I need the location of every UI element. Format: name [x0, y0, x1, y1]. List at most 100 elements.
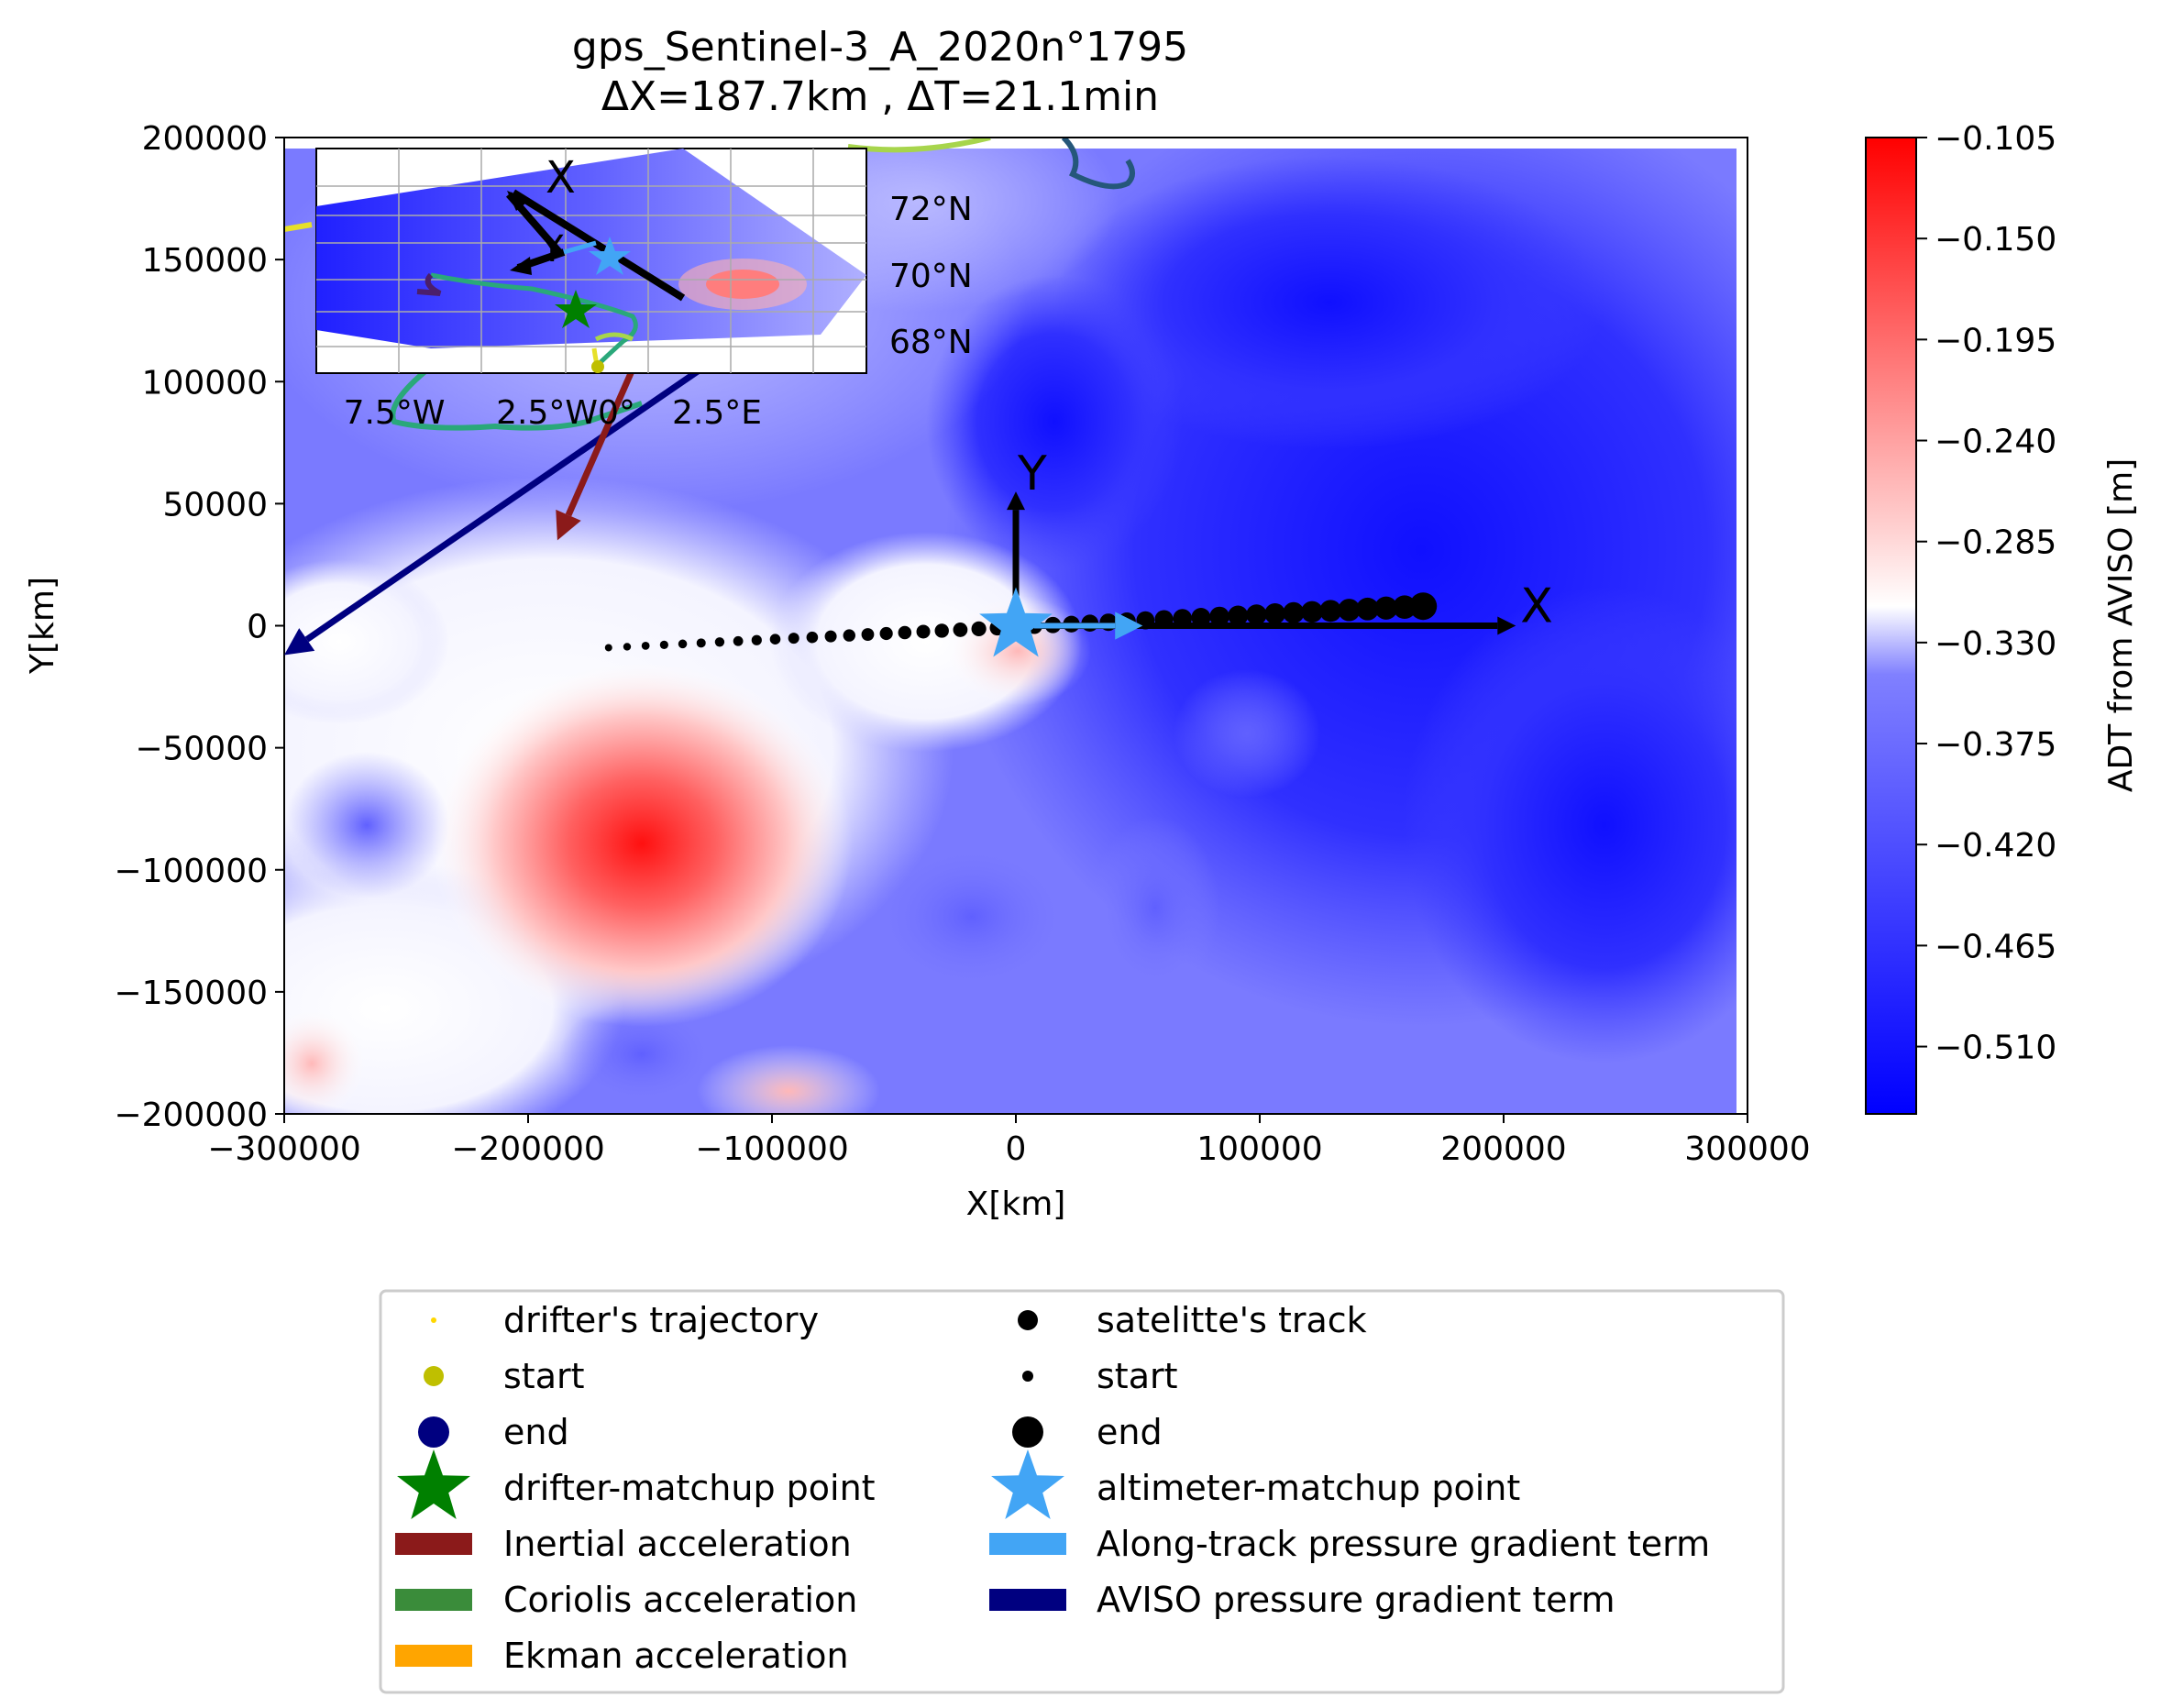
chart-title: gps_Sentinel-3_A_2020n°1795 [571, 24, 1189, 71]
satellite-track-point [1374, 596, 1398, 620]
x-tick-label: 300000 [1684, 1130, 1810, 1168]
legend-label: start [503, 1356, 585, 1396]
inset-drifter-star [555, 290, 597, 328]
legend-entry: drifter-matchup point [397, 1449, 876, 1519]
inset-lat-label-68: 68°N [889, 324, 973, 361]
x-tick-label: 200000 [1440, 1130, 1566, 1168]
colorbar-tick-label: −0.150 [1935, 221, 2056, 259]
legend-marker [418, 1416, 449, 1448]
along-track-vector-top [1034, 612, 1143, 640]
satellite-track-point [659, 640, 668, 649]
satellite-track-point [751, 634, 762, 645]
x-tick-label: −200000 [451, 1130, 605, 1168]
legend-label: end [503, 1412, 569, 1452]
y-tick-label: −100000 [114, 853, 268, 890]
satellite-track-point [806, 631, 819, 644]
legend-label: altimeter-matchup point [1097, 1468, 1520, 1508]
colorbar-tick-label: −0.465 [1935, 928, 2056, 965]
legend-marker [1012, 1416, 1043, 1448]
y-tick-label: 100000 [142, 364, 268, 402]
legend-left-column: drifter's trajectory start end drifter-matc… [395, 1300, 876, 1676]
x-tick-label: −300000 [207, 1130, 361, 1168]
legend-marker [395, 1589, 472, 1611]
satellite-track-point [1283, 601, 1305, 624]
legend-marker [431, 1317, 436, 1323]
altimeter-matchup-star [979, 587, 1143, 657]
satellite-track-point [971, 621, 987, 636]
legend-marker [424, 1366, 444, 1386]
legend-label: drifter-matchup point [503, 1468, 876, 1508]
legend-star-marker [991, 1449, 1064, 1519]
y-tick-label: −150000 [114, 975, 268, 1012]
legend-entry: start [1022, 1356, 1178, 1396]
legend-label: end [1097, 1412, 1163, 1452]
inset-x-axis-label: X [546, 152, 576, 204]
vector-2 [556, 356, 641, 541]
colorbar-tick-label: −0.285 [1935, 524, 2056, 562]
legend-label: Along-track pressure gradient term [1097, 1524, 1710, 1564]
colorbar-tick-label: −0.105 [1935, 120, 2056, 158]
inset-lon-label-3: 2.5°E [672, 394, 762, 432]
x-tick-label: 0 [1006, 1130, 1027, 1168]
legend-marker [1022, 1371, 1033, 1382]
colorbar-tick-label: −0.375 [1935, 726, 2056, 764]
legend-entry: satelitte's track [1018, 1300, 1367, 1340]
colorbar-label: ADT from AVISO [m] [2102, 458, 2140, 792]
x-tick-label: 100000 [1196, 1130, 1322, 1168]
x-axis-ticks: −300000 −200000 −100000 0 100000 200000 300000 [207, 1114, 1811, 1168]
colorbar-tick-label: −0.510 [1935, 1030, 2056, 1067]
legend-entry: Inertial acceleration [395, 1524, 852, 1564]
legend-entry: Coriolis acceleration [395, 1580, 857, 1620]
inset-lon-label-1: 7.5°W [344, 394, 446, 432]
satellite-track-point [1246, 604, 1267, 625]
satellite-track-point [733, 635, 744, 646]
legend-marker [395, 1533, 472, 1555]
satellite-track-point [934, 623, 949, 638]
satellite-track-point [714, 637, 725, 647]
legend-label: AVISO pressure gradient term [1097, 1580, 1615, 1620]
satellite-track-point [1209, 606, 1229, 627]
satellite-track-point [916, 624, 931, 639]
x-axis-label: X[km] [966, 1185, 1066, 1223]
y-axis-label: Y[km] [24, 577, 61, 675]
inset-altimeter-star [589, 237, 631, 275]
inset-lat-label-70: 70°N [889, 258, 973, 295]
satellite-track-point [1228, 605, 1249, 626]
satellite-track-point [1301, 601, 1323, 623]
y-axis-ticks: 200000 150000 100000 50000 0 −50000 −100000 −15… [114, 120, 284, 1134]
chart-subtitle: ΔX=187.7km , ΔT=21.1min [601, 73, 1160, 120]
y-tick-label: 200000 [142, 120, 268, 158]
legend-label: Ekman acceleration [503, 1636, 849, 1676]
legend-entry: start [424, 1356, 585, 1396]
local-x-axis-label: X [1520, 579, 1553, 634]
legend-marker [395, 1645, 472, 1667]
legend-marker [1018, 1310, 1038, 1330]
legend-label: satelitte's track [1097, 1300, 1367, 1340]
satellite-track-point [678, 639, 688, 649]
satellite-track-point [824, 630, 837, 643]
legend-entry: drifter's trajectory [431, 1300, 819, 1340]
legend-right-column: satelitte's track start end altimeter-match… [989, 1300, 1710, 1620]
satellite-track-point [1356, 597, 1380, 621]
legend-entry: Ekman acceleration [395, 1636, 849, 1676]
local-y-axis-label: Y [1017, 446, 1047, 501]
legend-label: drifter's trajectory [503, 1300, 819, 1340]
legend-marker [989, 1533, 1066, 1555]
y-tick-label: 50000 [162, 486, 268, 523]
legend-label: Coriolis acceleration [503, 1580, 857, 1620]
satellite-track-point [696, 638, 706, 648]
y-tick-label: 0 [247, 609, 268, 646]
x-tick-label: −100000 [695, 1130, 849, 1168]
satellite-track-point [953, 623, 968, 637]
inset-lon-label-2: 2.5°W0° [496, 394, 635, 432]
colorbar: −0.105 −0.150 −0.195 −0.240 −0.285 −0.330 −0.3… [1865, 120, 2140, 1115]
legend-entry: altimeter-matchup point [991, 1449, 1520, 1519]
satellite-track-point [623, 643, 632, 651]
satellite-track-point [843, 629, 855, 642]
satellite-track-end [1409, 592, 1438, 621]
legend-entry: AVISO pressure gradient term [989, 1580, 1615, 1620]
satellite-track-point [1319, 600, 1342, 623]
colorbar-tick-label: −0.330 [1935, 625, 2056, 663]
inset-y-axis-label: Y [540, 228, 564, 270]
